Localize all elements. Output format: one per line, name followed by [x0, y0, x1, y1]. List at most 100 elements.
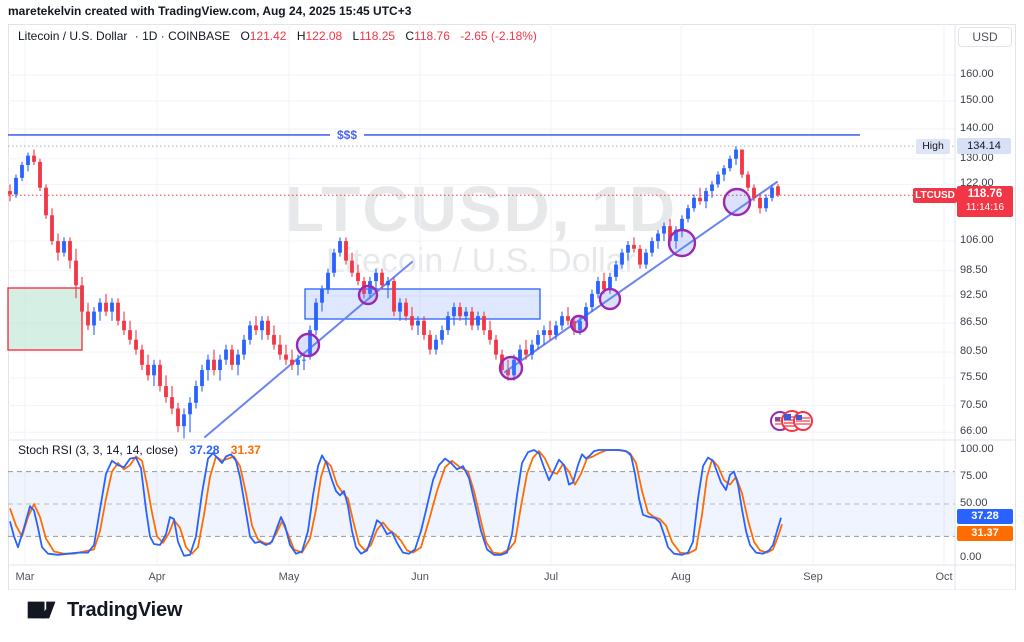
candle	[398, 298, 402, 321]
candle	[638, 244, 642, 269]
candle	[302, 354, 306, 371]
candle	[338, 237, 342, 257]
candle	[524, 339, 528, 360]
candle	[440, 325, 444, 345]
stoch-d-axis-badge: 31.37	[957, 526, 1013, 541]
candle	[92, 307, 96, 335]
candle	[470, 307, 474, 331]
candle	[50, 208, 54, 245]
candle	[698, 187, 702, 205]
tradingview-logo[interactable]: TradingView	[26, 597, 182, 623]
stoch-d-value: 31.37	[230, 443, 261, 457]
indicator-axis-label: 75.00	[960, 470, 988, 482]
candle	[464, 307, 468, 326]
candle	[182, 408, 186, 439]
price-axis-label: 66.00	[960, 425, 988, 438]
drawing-boxes[interactable]	[7, 287, 541, 351]
high-label: H	[296, 29, 306, 43]
indicator-name[interactable]: Stoch RSI (3, 3, 14, 14, close)	[18, 443, 179, 457]
candle	[716, 171, 720, 188]
candle	[200, 364, 204, 392]
stoch-k-line	[9, 449, 782, 557]
candle	[728, 155, 732, 172]
candle	[206, 354, 210, 381]
candle	[770, 184, 774, 202]
candle	[740, 149, 744, 178]
candle	[386, 276, 390, 299]
symbol-title[interactable]: Litecoin / U.S. Dollar	[18, 29, 128, 43]
candle	[776, 184, 780, 197]
candle	[542, 325, 546, 345]
candle	[746, 171, 750, 192]
creator-credit: maretekelvin created with TradingView.co…	[8, 4, 412, 18]
time-axis-label: Jun	[411, 571, 429, 583]
candle	[434, 334, 438, 355]
price-axis-label: 130.00	[960, 151, 994, 164]
candle	[194, 380, 198, 409]
price-axis[interactable]: USD 160.00 150.00 140.00 130.00 122.00 106.00…	[955, 24, 1024, 590]
candle	[56, 233, 60, 261]
time-axis-label: Aug	[671, 571, 691, 583]
candle	[32, 149, 36, 166]
circle-markers[interactable]	[295, 187, 752, 381]
high-value: 122.08	[305, 29, 343, 43]
candle	[494, 334, 498, 360]
time-axis-label: Jul	[543, 571, 559, 583]
candle	[122, 311, 126, 335]
candle	[278, 334, 282, 360]
dollar-target-line[interactable]: $$$	[8, 128, 860, 142]
candle	[8, 184, 12, 202]
demand-zone-box	[7, 287, 83, 351]
candle	[272, 325, 276, 350]
price-axis-label: 80.50	[960, 345, 988, 358]
candle	[404, 298, 408, 321]
candle	[674, 226, 678, 249]
candle	[86, 302, 90, 331]
candle	[74, 248, 78, 299]
candlestick-series	[8, 146, 780, 439]
candle	[152, 359, 156, 387]
candle	[446, 311, 450, 335]
candle	[704, 187, 708, 209]
candle	[242, 334, 246, 360]
candle	[758, 194, 762, 214]
circle-marker	[498, 355, 524, 381]
candle	[590, 289, 594, 312]
time-axis-label: Sep	[803, 571, 823, 583]
symbol-info-bar: Litecoin / U.S. Dollar · 1D · COINBASE O…	[18, 29, 537, 43]
candle	[752, 184, 756, 202]
currency-toggle-button[interactable]: USD	[958, 27, 1012, 47]
candle	[656, 229, 660, 249]
indicator-axis-label: 100.00	[960, 443, 994, 455]
candle	[284, 344, 288, 365]
stoch-k-axis-badge: 37.28	[957, 509, 1013, 524]
time-axis-label: Mar	[15, 571, 35, 583]
candle	[146, 354, 150, 381]
candle	[248, 320, 252, 345]
candle	[350, 252, 354, 277]
candle	[488, 320, 492, 345]
open-label: O	[240, 29, 250, 43]
low-value: 118.25	[359, 29, 396, 43]
candle	[326, 268, 330, 294]
low-label: L	[352, 29, 360, 43]
range-zone-box	[304, 288, 541, 320]
candle	[266, 316, 270, 340]
indicator-axis-label: 0.00	[960, 551, 982, 563]
symbol-meta: · 1D · COINBASE	[134, 29, 231, 43]
indicator-title-row[interactable]: Stoch RSI (3, 3, 14, 14, close) 37.28 31…	[18, 443, 261, 457]
candle	[26, 152, 30, 172]
time-axis[interactable]: Mar Apr May Jun Jul Aug Sep Oct	[8, 565, 955, 590]
candle	[680, 215, 684, 238]
candle	[536, 330, 540, 350]
candle	[482, 311, 486, 335]
candle	[530, 339, 534, 360]
candle	[164, 375, 168, 403]
circle-marker	[722, 187, 752, 217]
time-axis-label: May	[278, 571, 300, 583]
candle	[614, 260, 618, 282]
chart-canvas[interactable]: $$$	[0, 24, 1024, 590]
candle	[506, 359, 510, 381]
candle	[566, 307, 570, 326]
event-flag-icons[interactable]	[770, 410, 813, 432]
